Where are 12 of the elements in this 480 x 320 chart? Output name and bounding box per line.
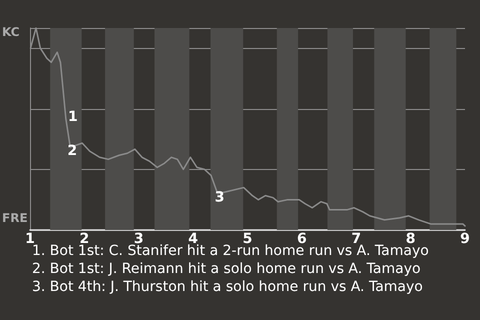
- text: 3. Bot 4th: J. Thurston hit a solo home run vs A. Tamayo: [32, 279, 423, 295]
- text: FRE: [2, 211, 28, 225]
- x-tick-label: 5: [242, 231, 252, 247]
- text: 2. Bot 1st: J. Reimann hit a solo home run vs A. Tamayo: [32, 261, 421, 277]
- x-tick-label: 1: [25, 231, 35, 247]
- x-tick-label: 6: [297, 231, 307, 247]
- x-tick-label: 8: [406, 231, 416, 247]
- annotation: 1: [68, 108, 78, 125]
- annotation: 3: [214, 190, 224, 206]
- text: KC: [2, 25, 20, 39]
- x-tick-label: 9: [460, 231, 470, 247]
- annotation: 2: [67, 143, 78, 160]
